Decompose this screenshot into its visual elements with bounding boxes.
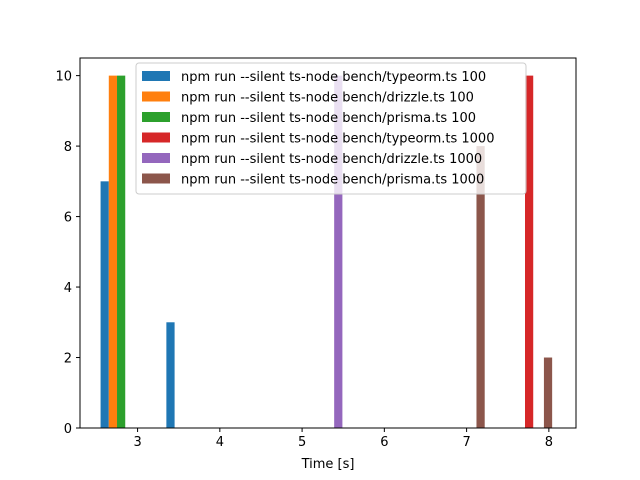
x-tick-label-2: 5 xyxy=(298,435,306,450)
y-tick-label-5: 10 xyxy=(55,70,72,85)
legend-label-2: npm run --silent ts-node bench/prisma.ts… xyxy=(181,111,476,126)
legend-swatch-1 xyxy=(142,91,170,102)
y-tick-label-1: 2 xyxy=(64,352,72,367)
x-tick-label-1: 4 xyxy=(216,435,224,450)
y-tick-label-0: 0 xyxy=(64,422,72,437)
x-axis-ticks: 3 4 5 6 7 8 xyxy=(133,428,553,450)
legend-frame xyxy=(135,62,527,195)
legend-swatch-5 xyxy=(142,173,170,184)
x-tick-label-3: 6 xyxy=(380,435,388,450)
legend-swatch-4 xyxy=(142,153,170,163)
x-tick-label-5: 8 xyxy=(545,435,553,450)
legend-swatch-3 xyxy=(142,132,170,143)
bar-series-1-0 xyxy=(108,75,118,428)
bar-series-4-0 xyxy=(334,75,343,428)
y-tick-label-3: 6 xyxy=(64,211,72,226)
bar-series-3-0 xyxy=(525,75,534,428)
legend-label-3: npm run --silent ts-node bench/typeorm.t… xyxy=(181,132,494,147)
legend: npm run --silent ts-node bench/typeorm.t… xyxy=(135,62,527,195)
x-axis-title: Time [s] xyxy=(301,457,355,472)
plot-frame xyxy=(79,57,577,429)
y-axis-ticks: 0 2 4 6 8 10 xyxy=(55,70,80,437)
y-tick-label-4: 8 xyxy=(64,140,72,155)
legend-label-1: npm run --silent ts-node bench/drizzle.t… xyxy=(181,91,474,106)
bar-series-0-0 xyxy=(100,181,109,428)
bars-group xyxy=(100,75,553,428)
y-tick-label-2: 4 xyxy=(64,281,72,296)
legend-label-0: npm run --silent ts-node bench/typeorm.t… xyxy=(181,70,486,85)
bar-series-5-1 xyxy=(543,357,553,428)
legend-swatch-2 xyxy=(142,112,170,122)
x-tick-label-0: 3 xyxy=(133,435,141,450)
bar-series-2-0 xyxy=(117,75,126,428)
legend-swatch-0 xyxy=(142,71,170,81)
legend-label-5: npm run --silent ts-node bench/prisma.ts… xyxy=(181,173,484,188)
legend-label-4: npm run --silent ts-node bench/drizzle.t… xyxy=(181,152,482,167)
bar-series-5-0 xyxy=(476,146,485,428)
bar-series-0-1 xyxy=(166,322,175,428)
x-tick-label-4: 7 xyxy=(462,435,470,450)
